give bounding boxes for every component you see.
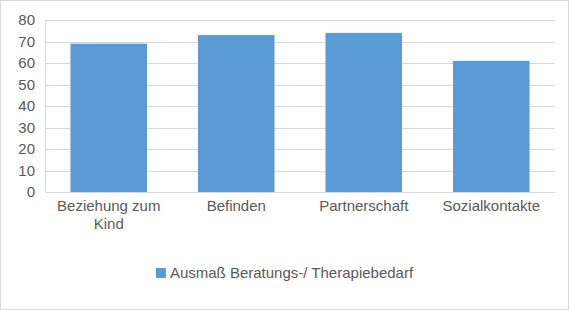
grid-line (45, 20, 555, 21)
y-axis: 0 10 20 30 40 50 60 70 80 (18, 11, 45, 200)
y-tick: 0 (27, 183, 45, 200)
bars (71, 33, 530, 192)
y-tick-label: 50 (18, 76, 35, 93)
grid (45, 21, 555, 193)
y-tick-label: 80 (18, 11, 35, 28)
y-tick: 50 (18, 76, 45, 93)
x-tick: Sozialkontakte (442, 192, 540, 214)
legend-label: Ausmaß Beratungs-/ Therapiebedarf (170, 264, 414, 281)
plot: 0 10 20 30 40 50 60 70 80 Beziehung zumKind Befind… (18, 11, 555, 231)
bar (453, 61, 530, 192)
legend-swatch (156, 268, 166, 278)
grid-line (45, 42, 555, 43)
x-axis: Beziehung zumKind Befinden Partnerschaft So… (46, 192, 556, 232)
y-axis-line (45, 21, 46, 193)
x-tick-label: Beziehung zumKind (57, 197, 160, 232)
y-tick: 60 (18, 54, 45, 71)
y-tick-label: 10 (18, 162, 35, 179)
chart: 0 10 20 30 40 50 60 70 80 Beziehung zumKind Befind… (0, 0, 569, 310)
y-tick: 80 (18, 11, 45, 28)
x-tick: Partnerschaft (319, 192, 409, 214)
bar (198, 35, 275, 192)
y-tick-label: 40 (18, 97, 35, 114)
x-tick: Befinden (207, 192, 266, 214)
x-tick-label: Befinden (207, 197, 266, 214)
x-tick-label: Sozialkontakte (442, 197, 540, 214)
y-tick-label: 70 (18, 33, 35, 50)
x-axis-line (46, 192, 556, 193)
legend: Ausmaß Beratungs-/ Therapiebedarf (156, 264, 414, 281)
y-tick-label: 20 (18, 140, 35, 157)
y-tick-label: 30 (18, 119, 35, 136)
x-tick: Beziehung zumKind (57, 192, 160, 232)
bar (71, 44, 148, 192)
y-tick: 40 (18, 97, 45, 114)
y-tick: 70 (18, 33, 45, 50)
y-tick: 10 (18, 162, 45, 179)
y-tick-label: 60 (18, 54, 35, 71)
bar (326, 33, 403, 192)
legend-item: Ausmaß Beratungs-/ Therapiebedarf (156, 264, 414, 281)
x-tick-label: Partnerschaft (319, 197, 409, 214)
y-tick: 20 (18, 140, 45, 157)
y-tick-label: 0 (27, 183, 35, 200)
grid-line (45, 192, 555, 193)
y-tick: 30 (18, 119, 45, 136)
chart-border (1, 1, 569, 310)
